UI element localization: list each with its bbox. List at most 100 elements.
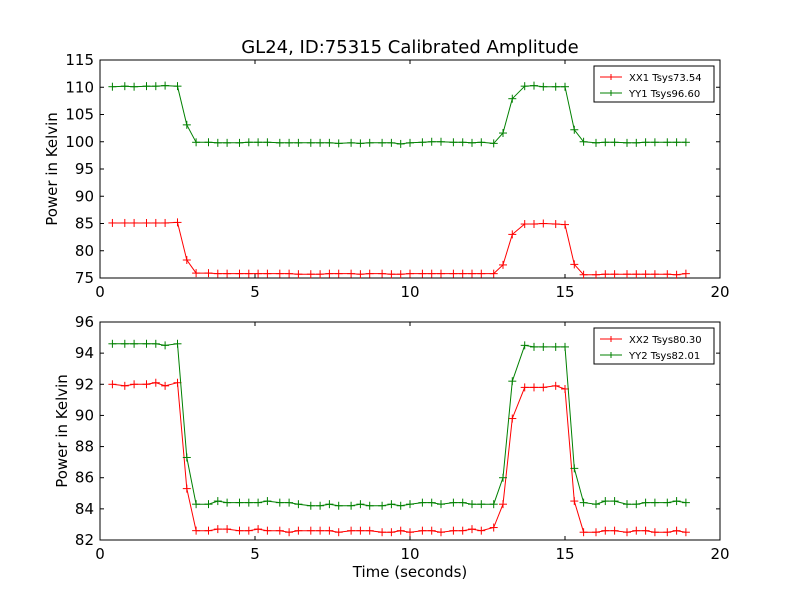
data-point <box>406 528 414 537</box>
data-point <box>161 341 170 350</box>
data-point <box>387 500 396 509</box>
data-point <box>449 269 458 278</box>
data-point <box>427 498 436 507</box>
data-point <box>192 526 201 535</box>
data-point <box>173 339 182 348</box>
data-point <box>365 138 374 147</box>
data-point <box>223 525 232 534</box>
data-point <box>130 82 139 91</box>
data-point <box>650 528 659 537</box>
data-point <box>427 137 436 146</box>
data-point <box>508 414 517 423</box>
data-point <box>365 526 374 535</box>
data-point <box>316 526 325 535</box>
data-point <box>418 498 427 507</box>
data-point <box>182 484 191 493</box>
data-point <box>120 381 129 390</box>
data-point <box>570 125 579 134</box>
data-point <box>161 381 170 390</box>
data-point <box>418 526 427 535</box>
data-point <box>601 270 610 279</box>
data-point <box>406 269 414 278</box>
data-point <box>192 138 201 147</box>
x-tick-label: 20 <box>710 545 729 563</box>
data-point <box>570 497 579 506</box>
data-point <box>223 138 232 147</box>
data-point <box>334 139 343 148</box>
x-tick-label: 15 <box>555 283 574 301</box>
data-point <box>108 218 117 227</box>
data-point <box>681 138 690 147</box>
data-point <box>579 528 588 537</box>
data-point <box>681 498 690 507</box>
data-point <box>539 219 548 228</box>
data-point <box>120 339 129 348</box>
data-point <box>223 269 232 278</box>
data-point <box>334 269 343 278</box>
data-point <box>641 498 650 507</box>
legend-box <box>593 65 715 103</box>
data-point <box>530 81 538 90</box>
data-point <box>130 380 139 389</box>
data-point <box>235 269 244 278</box>
y-tick-label: 100 <box>65 133 94 151</box>
data-point <box>610 526 619 535</box>
data-point <box>632 500 641 509</box>
data-point <box>477 269 486 278</box>
legend-label: YY1 Tsys96.60 <box>628 89 700 100</box>
series-XX2 Tsys80.30 <box>108 378 690 537</box>
data-point <box>213 138 222 147</box>
data-point <box>663 270 672 279</box>
data-point <box>294 500 303 509</box>
data-point <box>551 220 560 229</box>
data-point <box>396 139 405 148</box>
data-point <box>223 498 232 507</box>
data-point <box>632 270 641 279</box>
data-point <box>650 498 659 507</box>
data-point <box>263 526 272 535</box>
data-point <box>365 501 374 510</box>
y-tick-label: 88 <box>75 438 94 456</box>
data-point <box>672 497 681 506</box>
data-point <box>151 218 160 227</box>
data-point <box>244 138 253 147</box>
data-point <box>610 138 619 147</box>
data-point <box>263 269 272 278</box>
y-tick-label: 86 <box>75 469 94 487</box>
data-point <box>418 269 427 278</box>
data-point <box>610 497 619 506</box>
data-point <box>244 526 253 535</box>
data-point <box>499 473 507 482</box>
data-point <box>130 339 139 348</box>
data-point <box>161 81 170 90</box>
legend-box <box>593 327 715 365</box>
data-point <box>244 498 253 507</box>
data-point <box>672 138 681 147</box>
data-point <box>663 498 672 507</box>
data-point <box>213 497 222 506</box>
data-point <box>387 270 396 279</box>
data-point <box>468 138 476 147</box>
data-point <box>427 269 436 278</box>
data-point <box>632 526 641 535</box>
data-point <box>161 218 170 227</box>
data-point <box>458 138 467 147</box>
data-point <box>672 270 681 279</box>
data-point <box>151 378 160 387</box>
data-point <box>130 218 139 227</box>
data-point <box>254 525 263 534</box>
data-point <box>213 269 222 278</box>
data-point <box>182 120 191 129</box>
data-point <box>570 464 579 473</box>
data-point <box>347 526 356 535</box>
data-point <box>663 138 672 147</box>
data-point <box>142 380 151 389</box>
x-tick-label: 0 <box>95 283 105 301</box>
y-tick-label: 95 <box>75 160 94 178</box>
x-axis-label: Time (seconds) <box>352 563 468 581</box>
y-axis-label: Power in Kelvin <box>43 112 61 226</box>
data-point <box>468 500 476 509</box>
data-point <box>489 500 498 509</box>
data-point <box>192 269 201 278</box>
